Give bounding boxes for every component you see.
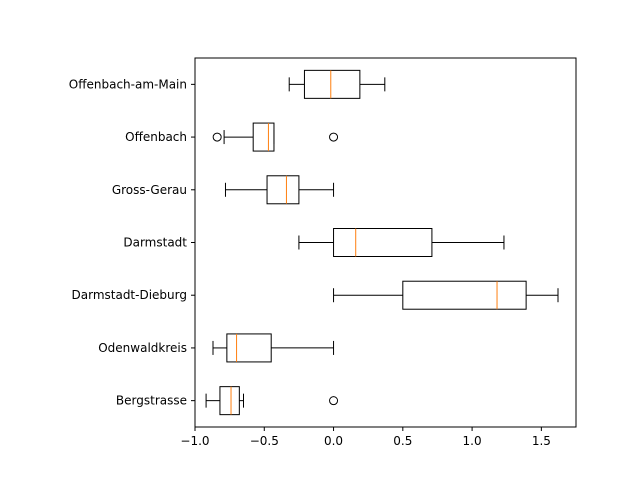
y-tick-label: Bergstrasse <box>116 394 187 408</box>
flier-point <box>329 396 339 406</box>
y-tick-label: Offenbach-am-Main <box>69 77 187 91</box>
y-tick-label: Odenwaldkreis <box>98 341 187 355</box>
box <box>303 69 361 99</box>
box-group <box>333 280 559 310</box>
x-tick-label: 1.0 <box>463 434 482 448</box>
box <box>226 333 272 363</box>
x-tick-label: 1.5 <box>532 434 551 448</box>
plot-content <box>205 69 559 416</box>
flier-point <box>329 132 339 142</box>
x-axis: −1.0 −0.5 0.0 0.5 1.0 1.5 <box>180 427 551 448</box>
y-tick-label: Darmstadt <box>123 236 187 250</box>
flier-point <box>212 132 222 142</box>
y-axis: Bergstrasse Odenwaldkreis Darmstadt-Diebur… <box>69 77 195 408</box>
y-tick-label: Gross-Gerau <box>112 183 187 197</box>
x-tick-label: −0.5 <box>250 434 279 448</box>
x-tick-label: 0.5 <box>393 434 412 448</box>
box-group <box>288 69 386 99</box>
plot-frame <box>194 57 577 428</box>
box <box>252 122 275 152</box>
box-group <box>224 175 335 205</box>
x-tick-label: 0.0 <box>324 434 343 448</box>
box-group <box>205 386 339 416</box>
x-tick-label: −1.0 <box>180 434 209 448</box>
box-group <box>212 333 335 363</box>
y-tick-label: Offenbach <box>125 130 187 144</box>
box <box>266 175 300 205</box>
box <box>219 386 240 416</box>
box <box>402 280 527 310</box>
box-group <box>298 228 505 257</box>
box <box>333 228 433 257</box>
y-tick-label: Darmstadt-Dieburg <box>72 288 188 302</box>
box-group <box>212 122 339 152</box>
